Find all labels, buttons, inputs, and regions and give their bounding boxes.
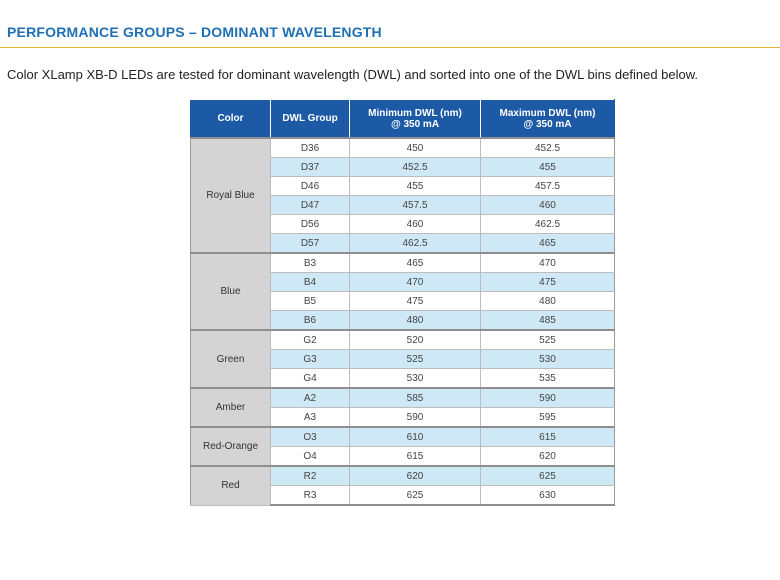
table-header-row: Color DWL Group Minimum DWL (nm) @ 350 m… <box>190 99 615 139</box>
min-dwl-cell: 530 <box>349 368 481 389</box>
table-row: G3 525 530 <box>191 349 615 369</box>
max-dwl-cell: 465 <box>480 233 615 254</box>
dwl-group-cell: B5 <box>270 291 350 311</box>
color-group-cell: Green <box>190 329 271 389</box>
max-dwl-cell: 525 <box>480 329 615 350</box>
dwl-group-cell: B4 <box>270 272 350 292</box>
dwl-group-cell: A3 <box>270 407 350 428</box>
section-heading: PERFORMANCE GROUPS – DOMINANT WAVELENGTH <box>7 24 382 40</box>
max-dwl-cell: 535 <box>480 368 615 389</box>
dwl-group-cell: D57 <box>270 233 350 254</box>
table-row: D46 455 457.5 <box>191 176 615 196</box>
table-row: Blue B3 465 470 <box>190 252 615 331</box>
min-dwl-cell: 457.5 <box>349 195 481 215</box>
color-group-cell: Amber <box>190 387 271 428</box>
max-dwl-cell: 620 <box>480 446 615 467</box>
max-dwl-cell: 530 <box>480 349 615 369</box>
color-group-cell: Red <box>190 465 271 506</box>
table-body: Royal Blue D36 450 452.5 D37 452.5 455 D46 455 45… <box>190 137 615 506</box>
min-dwl-cell: 470 <box>349 272 481 292</box>
max-dwl-cell: 452.5 <box>480 137 615 158</box>
header-min-dwl-line2: @ 350 mA <box>390 118 440 130</box>
dwl-group-cell: G2 <box>270 329 350 350</box>
table-row: Green G2 520 525 <box>190 329 615 389</box>
dwl-group-cell: R3 <box>270 485 350 506</box>
max-dwl-cell: 595 <box>480 407 615 428</box>
table-row: Red-Orange O3 610 615 <box>190 426 615 467</box>
dwl-group-cell: A2 <box>270 387 350 408</box>
dwl-group-cell: D36 <box>270 137 350 158</box>
dwl-group-cell: B6 <box>270 310 350 331</box>
min-dwl-cell: 475 <box>349 291 481 311</box>
min-dwl-cell: 460 <box>349 214 481 234</box>
min-dwl-cell: 525 <box>349 349 481 369</box>
min-dwl-cell: 450 <box>349 137 481 158</box>
min-dwl-cell: 615 <box>349 446 481 467</box>
dwl-group-cell: G4 <box>270 368 350 389</box>
table-row: D57 462.5 465 <box>191 233 615 254</box>
dwl-bins-table: Color DWL Group Minimum DWL (nm) @ 350 m… <box>190 99 615 506</box>
header-max-dwl: Maximum DWL (nm) @ 350 mA <box>480 99 615 139</box>
max-dwl-cell: 457.5 <box>480 176 615 196</box>
dwl-group-cell: B3 <box>270 252 350 273</box>
color-group-cell: Royal Blue <box>190 137 271 254</box>
dwl-group-cell: R2 <box>270 465 350 486</box>
dwl-group-cell: D56 <box>270 214 350 234</box>
min-dwl-cell: 462.5 <box>349 233 481 254</box>
dwl-group-cell: D47 <box>270 195 350 215</box>
color-group-cell: Blue <box>190 252 271 331</box>
dwl-group-cell: G3 <box>270 349 350 369</box>
min-dwl-cell: 465 <box>349 252 481 273</box>
max-dwl-cell: 615 <box>480 426 615 447</box>
max-dwl-cell: 462.5 <box>480 214 615 234</box>
header-min-dwl: Minimum DWL (nm) @ 350 mA <box>349 99 481 139</box>
max-dwl-cell: 590 <box>480 387 615 408</box>
header-min-dwl-line1: Minimum DWL (nm) <box>368 107 462 119</box>
min-dwl-cell: 610 <box>349 426 481 447</box>
color-group-cell: Red-Orange <box>190 426 271 467</box>
min-dwl-cell: 620 <box>349 465 481 486</box>
min-dwl-cell: 480 <box>349 310 481 331</box>
min-dwl-cell: 590 <box>349 407 481 428</box>
table-row: B6 480 485 <box>191 310 615 331</box>
table-row: Red R2 620 625 <box>190 465 615 506</box>
table-row: D47 457.5 460 <box>191 195 615 215</box>
max-dwl-cell: 630 <box>480 485 615 506</box>
dwl-group-cell: O4 <box>270 446 350 467</box>
max-dwl-cell: 480 <box>480 291 615 311</box>
dwl-group-cell: O3 <box>270 426 350 447</box>
table-row: B5 475 480 <box>191 291 615 311</box>
min-dwl-cell: 452.5 <box>349 157 481 177</box>
min-dwl-cell: 455 <box>349 176 481 196</box>
table-row: D56 460 462.5 <box>191 214 615 234</box>
table-row: Amber A2 585 590 <box>190 387 615 428</box>
table-row: R3 625 630 <box>191 485 615 506</box>
max-dwl-cell: 475 <box>480 272 615 292</box>
table-row: A3 590 595 <box>191 407 615 428</box>
header-max-dwl-line2: @ 350 mA <box>523 118 572 130</box>
min-dwl-cell: 625 <box>349 485 481 506</box>
max-dwl-cell: 485 <box>480 310 615 331</box>
max-dwl-cell: 470 <box>480 252 615 273</box>
max-dwl-cell: 460 <box>480 195 615 215</box>
heading-divider <box>0 47 780 48</box>
intro-paragraph: Color XLamp XB-D LEDs are tested for dom… <box>7 67 699 82</box>
min-dwl-cell: 585 <box>349 387 481 408</box>
table-row: Royal Blue D36 450 452.5 <box>190 137 615 254</box>
header-dwl-group: DWL Group <box>270 99 350 139</box>
table-row: G4 530 535 <box>191 368 615 389</box>
max-dwl-cell: 625 <box>480 465 615 486</box>
max-dwl-cell: 455 <box>480 157 615 177</box>
header-max-dwl-line1: Maximum DWL (nm) <box>499 107 596 119</box>
header-color: Color <box>190 99 271 139</box>
dwl-group-cell: D46 <box>270 176 350 196</box>
min-dwl-cell: 520 <box>349 329 481 350</box>
dwl-group-cell: D37 <box>270 157 350 177</box>
